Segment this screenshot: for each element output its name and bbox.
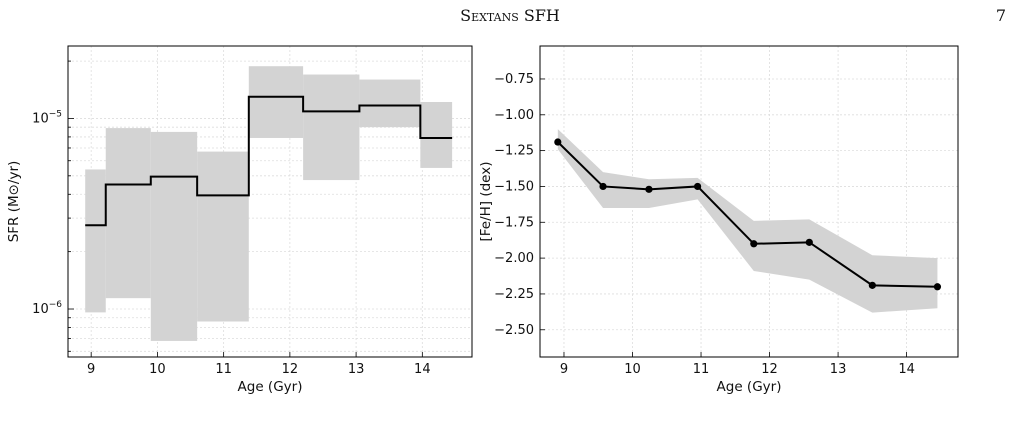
page-header: Sextans SFH 7 <box>0 6 1020 32</box>
sfr-x-tick-label: 12 <box>282 362 299 377</box>
feh-x-tick-label: 9 <box>560 362 568 377</box>
metallicity-panel: 9 10 11 12 13 14 −0.75 −1.00 −1.25 −1.50 −1.75 −2.0… <box>478 45 959 395</box>
sfr-x-tick-label: 9 <box>87 362 95 377</box>
feh-plot-frame <box>539 45 959 358</box>
sfr-x-tick-label: 10 <box>149 362 166 377</box>
page-number: 7 <box>995 6 1006 25</box>
feh-point-2 <box>645 185 653 193</box>
feh-y-tick-label: −1.25 <box>494 144 534 159</box>
sfr-uncertainty-band-7 <box>420 101 453 168</box>
running-title: Sextans SFH <box>460 6 560 25</box>
sfr-y-tick-base: 10 <box>32 111 49 126</box>
feh-x-tick-label: 11 <box>693 362 710 377</box>
feh-y-tick-label: −2.25 <box>494 287 534 302</box>
feh-point-6 <box>868 281 876 289</box>
feh-x-tick-label: 14 <box>898 362 915 377</box>
feh-y-tick-label: −1.75 <box>494 215 534 230</box>
sfr-y-tick-exponent: −6 <box>49 300 63 310</box>
feh-y-tick-label: −2.50 <box>494 323 534 338</box>
sfr-y-tick-label: 10−5 <box>32 109 62 126</box>
sfr-x-tick-label: 11 <box>215 362 232 377</box>
sfr-x-axis-label: Age (Gyr) <box>238 379 303 395</box>
feh-x-axis-label: Age (Gyr) <box>717 379 782 395</box>
sfr-uncertainty-band-3 <box>197 151 249 322</box>
feh-line <box>557 141 938 288</box>
feh-y-tick-label: −0.75 <box>494 72 534 87</box>
sfr-step-line <box>85 95 453 227</box>
feh-x-tick-label: 12 <box>761 362 778 377</box>
sfr-uncertainty-band-5 <box>303 74 360 181</box>
feh-y-axis-label: [Fe/H] (dex) <box>478 161 494 241</box>
sfr-uncertainty-band-4 <box>248 66 304 138</box>
sfr-x-tick-label: 13 <box>348 362 365 377</box>
feh-point-4 <box>750 240 758 248</box>
feh-point-1 <box>599 182 607 191</box>
feh-y-tick-label: −2.00 <box>494 251 534 266</box>
sfr-uncertainty-band-2 <box>150 131 198 341</box>
feh-y-tick-label: −1.50 <box>494 179 534 194</box>
sfr-y-axis-label: SFR (M⊙/yr) <box>6 161 22 243</box>
sfr-y-tick-base: 10 <box>32 302 49 317</box>
feh-uncertainty-band <box>557 129 938 313</box>
feh-x-tick-label: 10 <box>624 362 641 377</box>
sfr-y-tick-exponent: −5 <box>49 109 62 119</box>
sfr-uncertainty-band-6 <box>359 79 421 128</box>
sfr-uncertainty-band-1 <box>105 128 151 299</box>
sfr-y-tick-label: 10−6 <box>32 300 62 317</box>
sfr-uncertainty-band-0 <box>85 169 106 313</box>
sfr-x-tick-label: 14 <box>414 362 431 377</box>
feh-point-7 <box>933 283 942 291</box>
feh-y-tick-label: −1.00 <box>494 108 534 123</box>
feh-x-tick-label: 13 <box>830 362 847 377</box>
sfr-plot-frame <box>67 45 473 358</box>
feh-point-3 <box>694 182 702 191</box>
feh-point-0 <box>554 138 562 146</box>
feh-point-5 <box>805 238 813 246</box>
